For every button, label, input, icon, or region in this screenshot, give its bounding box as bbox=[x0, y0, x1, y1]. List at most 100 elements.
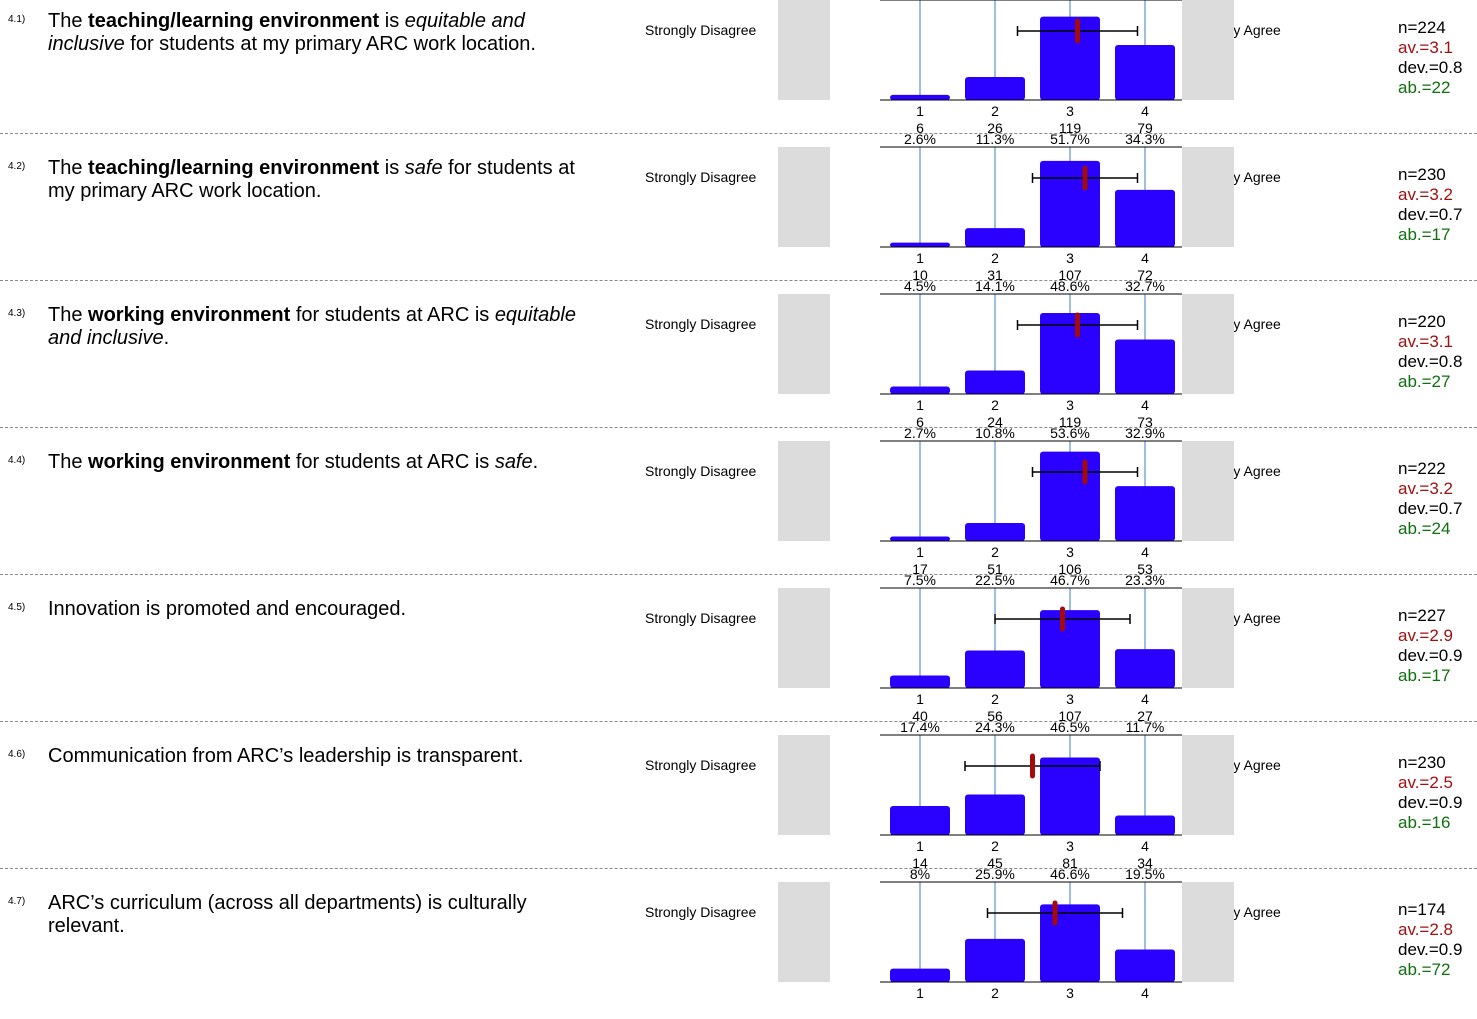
scale-left-label: Strongly Disagree bbox=[645, 757, 757, 773]
percent-label: 46.6% bbox=[1050, 866, 1090, 882]
response-bar bbox=[1040, 313, 1100, 394]
stats-box: n=224 av.=3.1 dev.=0.8 ab.=22 bbox=[1398, 18, 1462, 98]
right-panel bbox=[1182, 147, 1234, 247]
count-label: 107 bbox=[1058, 267, 1082, 283]
response-bar bbox=[1115, 815, 1175, 835]
percent-label: 51.7% bbox=[1050, 131, 1090, 147]
tick-label: 1 bbox=[916, 250, 924, 266]
response-bar bbox=[965, 794, 1025, 835]
percent-label: 4.5% bbox=[904, 278, 936, 294]
response-bar bbox=[965, 228, 1025, 247]
question-divider bbox=[0, 574, 1477, 575]
response-bar bbox=[890, 386, 950, 394]
question-text: The teaching/learning environment is equ… bbox=[48, 10, 536, 55]
stat-n: n=222 bbox=[1398, 459, 1446, 478]
tick-label: 2 bbox=[991, 544, 999, 560]
response-bar bbox=[1115, 339, 1175, 394]
tick-label: 4 bbox=[1141, 103, 1149, 119]
question-block: 4.2) The teaching/learning environment is… bbox=[0, 120, 1477, 284]
response-bar bbox=[1115, 45, 1175, 100]
tick-label: 1 bbox=[916, 544, 924, 560]
count-label: 81 bbox=[1062, 855, 1078, 871]
response-bar bbox=[1040, 451, 1100, 541]
scale-left-label: Strongly Disagree bbox=[645, 22, 757, 38]
stat-n: n=220 bbox=[1398, 312, 1446, 331]
left-panel bbox=[778, 294, 830, 394]
response-bar bbox=[1040, 610, 1100, 688]
tick-label: 2 bbox=[991, 985, 999, 1001]
question-text: Innovation is promoted and encouraged. bbox=[48, 598, 407, 620]
left-panel bbox=[778, 588, 830, 688]
left-panel bbox=[778, 735, 830, 835]
tick-label: 3 bbox=[1066, 250, 1074, 266]
percent-label: 46.7% bbox=[1050, 572, 1090, 588]
response-bar bbox=[890, 806, 950, 835]
tick-label: 3 bbox=[1066, 985, 1074, 1001]
tick-label: 2 bbox=[991, 838, 999, 854]
count-label: 6 bbox=[916, 414, 924, 430]
right-panel bbox=[1182, 735, 1234, 835]
stat-deviation: dev.=0.7 bbox=[1398, 499, 1463, 518]
percent-label: 19.5% bbox=[1125, 866, 1165, 882]
response-bar bbox=[965, 523, 1025, 541]
percent-label: 10.8% bbox=[975, 425, 1015, 441]
stats-box: n=230 av.=2.5 dev.=0.9 ab.=16 bbox=[1398, 753, 1462, 833]
count-label: 119 bbox=[1059, 120, 1082, 136]
percent-label: 34.3% bbox=[1125, 131, 1165, 147]
response-bar bbox=[965, 650, 1025, 688]
count-label: 51 bbox=[987, 561, 1003, 577]
count-label: 107 bbox=[1058, 708, 1082, 724]
scale-left-label: Strongly Disagree bbox=[645, 610, 757, 626]
question-number: 4.4) bbox=[8, 455, 26, 466]
question-number: 4.7) bbox=[8, 896, 26, 907]
stat-n: n=227 bbox=[1398, 606, 1446, 625]
question-divider bbox=[0, 427, 1477, 428]
stats-box: n=222 av.=3.2 dev.=0.7 ab.=24 bbox=[1398, 459, 1462, 539]
right-panel bbox=[1182, 294, 1234, 394]
stats-box: n=220 av.=3.1 dev.=0.8 ab.=27 bbox=[1398, 312, 1462, 392]
question-divider bbox=[0, 133, 1477, 134]
stat-deviation: dev.=0.8 bbox=[1398, 352, 1463, 371]
question-block: 4.5) Innovation is promoted and encourage… bbox=[0, 561, 1477, 725]
stat-n: n=224 bbox=[1398, 18, 1446, 37]
count-label: 10 bbox=[912, 267, 928, 283]
right-panel bbox=[1182, 0, 1234, 100]
question-text: The working environment for students at … bbox=[48, 304, 576, 349]
count-label: 14 bbox=[912, 855, 928, 871]
count-label: 31 bbox=[987, 267, 1003, 283]
response-bar bbox=[890, 242, 950, 247]
percent-label: 53.6% bbox=[1050, 425, 1090, 441]
stat-abstentions: ab.=72 bbox=[1398, 960, 1451, 979]
left-panel bbox=[778, 441, 830, 541]
left-panel bbox=[778, 0, 830, 100]
count-label: 27 bbox=[1137, 708, 1153, 724]
right-panel bbox=[1182, 588, 1234, 688]
stat-abstentions: ab.=22 bbox=[1398, 78, 1451, 97]
percent-label: 14.1% bbox=[975, 278, 1015, 294]
question-divider bbox=[0, 868, 1477, 869]
tick-label: 4 bbox=[1141, 544, 1149, 560]
stats-box: n=227 av.=2.9 dev.=0.9 ab.=17 bbox=[1398, 606, 1462, 686]
tick-label: 3 bbox=[1066, 691, 1074, 707]
response-bar bbox=[1115, 189, 1175, 247]
count-label: 45 bbox=[987, 855, 1003, 871]
percent-label: 2.6% bbox=[904, 131, 936, 147]
question-divider bbox=[0, 280, 1477, 281]
response-distribution-chart: 3.1%113.8%250%333%4 bbox=[778, 0, 1234, 119]
tick-label: 4 bbox=[1141, 397, 1149, 413]
response-bar bbox=[1115, 949, 1175, 982]
response-bar bbox=[1040, 160, 1100, 247]
stat-deviation: dev.=0.9 bbox=[1398, 793, 1463, 812]
count-label: 17 bbox=[912, 561, 928, 577]
response-bar bbox=[890, 536, 950, 541]
question-text: ARC’s curriculum (across all departments… bbox=[48, 892, 527, 937]
stat-average: av.=2.5 bbox=[1398, 773, 1453, 792]
response-bar bbox=[1115, 486, 1175, 541]
question-block: 4.4) The working environment for students… bbox=[0, 414, 1477, 578]
tick-label: 1 bbox=[916, 691, 924, 707]
stat-deviation: dev.=0.8 bbox=[1398, 58, 1463, 77]
right-panel bbox=[1182, 882, 1234, 982]
stat-abstentions: ab.=16 bbox=[1398, 813, 1451, 832]
scale-left-label: Strongly Disagree bbox=[645, 463, 757, 479]
